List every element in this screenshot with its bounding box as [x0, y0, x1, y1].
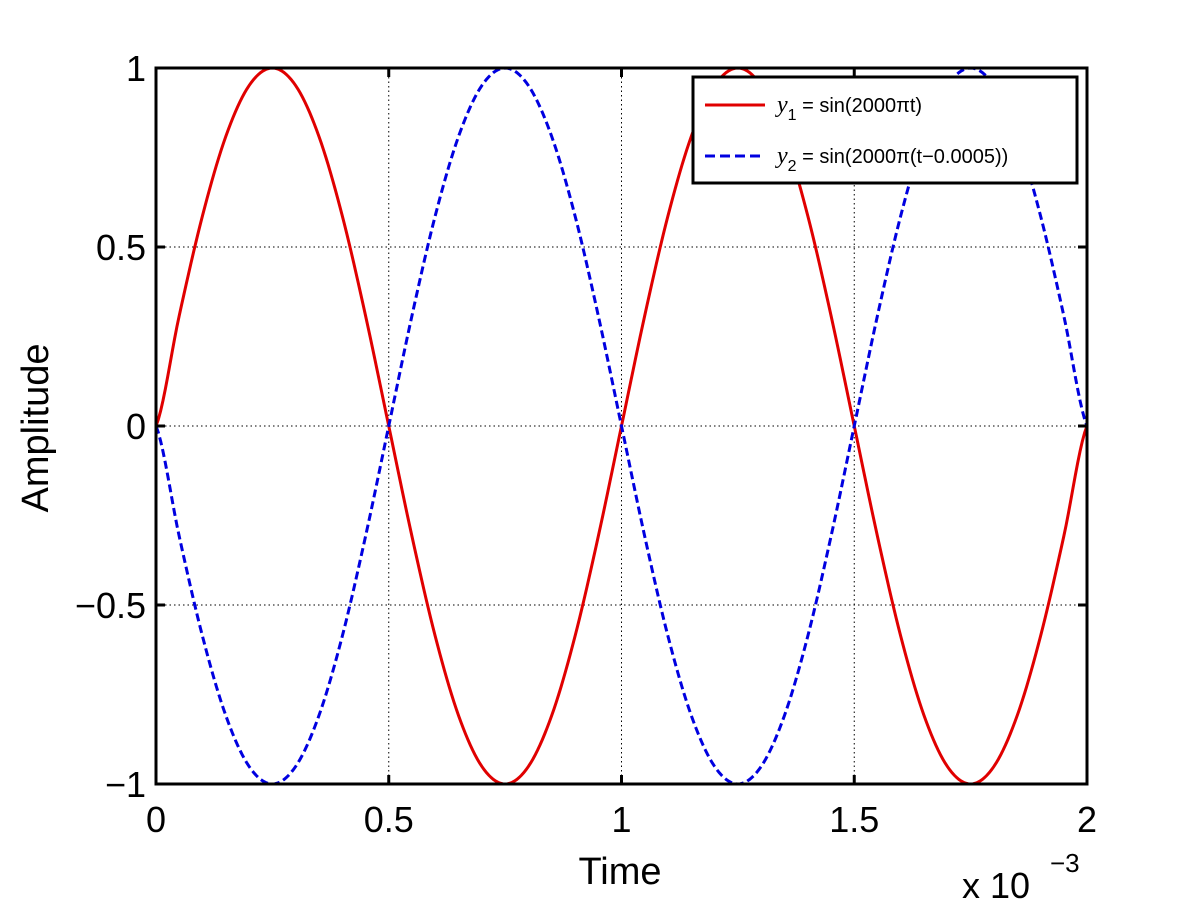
- x-tick-label: 0.5: [364, 799, 414, 840]
- y-tick-label: −1: [105, 764, 146, 805]
- x-tick-label: 2: [1077, 799, 1097, 840]
- series-line-2: [154, 66, 1089, 786]
- y-tick-label: −0.5: [75, 585, 146, 626]
- legend-entry-2: y2 = sin(2000π(t−0.0005)): [705, 143, 1008, 175]
- x-exponent-prefix: x 10: [962, 865, 1030, 901]
- x-tick-label: 0: [146, 799, 166, 840]
- y-axis-title: Amplitude: [15, 344, 57, 513]
- y-tick-label: 0: [126, 406, 146, 447]
- legend-label-2: y2 = sin(2000π(t−0.0005)): [775, 143, 1008, 175]
- x-exponent-label: x 10 −3: [962, 848, 1080, 901]
- x-tick-label: 1.5: [829, 799, 879, 840]
- x-exponent-power: −3: [1050, 848, 1080, 878]
- legend-box: [691, 75, 1079, 185]
- y-tick-label: 1: [126, 48, 146, 89]
- series-lines: [154, 66, 1089, 786]
- legend-label-1: y1 = sin(2000πt): [775, 92, 922, 124]
- x-axis-title: Time: [578, 851, 661, 893]
- x-tick-label: 1: [611, 799, 631, 840]
- y-tick-label: 0.5: [96, 227, 146, 268]
- legend-entry-1: y1 = sin(2000πt): [705, 92, 922, 124]
- ticks: 0 0.5 1 1.5 2 −1 −0.5 0 0.5 1: [75, 48, 1097, 840]
- legend: y1 = sin(2000πt) y2 = sin(2000π(t−0.0005…: [691, 75, 1079, 185]
